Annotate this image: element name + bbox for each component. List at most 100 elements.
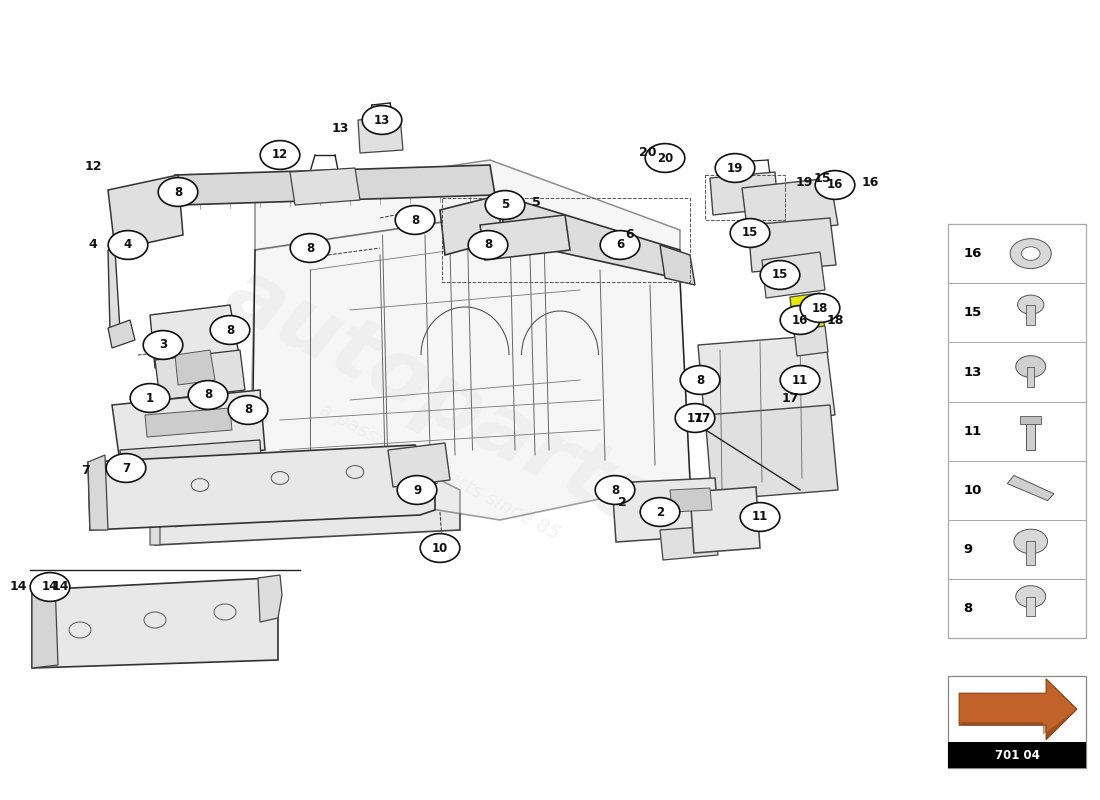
Polygon shape: [660, 526, 718, 560]
Text: 14: 14: [42, 581, 58, 594]
Polygon shape: [175, 165, 495, 205]
Circle shape: [680, 366, 719, 394]
Bar: [948, 224, 1086, 638]
Text: 16: 16: [861, 175, 879, 189]
Polygon shape: [670, 488, 712, 512]
Text: 2: 2: [617, 497, 626, 510]
Polygon shape: [32, 582, 58, 668]
Circle shape: [261, 141, 300, 170]
Circle shape: [601, 230, 640, 259]
Text: 19: 19: [795, 177, 813, 190]
Text: 16: 16: [827, 178, 844, 191]
Circle shape: [469, 230, 508, 259]
Circle shape: [362, 106, 402, 134]
Text: autoparts: autoparts: [211, 252, 669, 548]
Circle shape: [1018, 295, 1044, 314]
Text: 16: 16: [792, 314, 808, 326]
Text: 9: 9: [964, 543, 972, 556]
Polygon shape: [959, 678, 1077, 739]
Polygon shape: [480, 215, 570, 260]
Bar: [1026, 597, 1035, 616]
Polygon shape: [440, 195, 500, 255]
Text: 11: 11: [752, 510, 768, 523]
Circle shape: [108, 230, 147, 259]
Text: 5: 5: [500, 198, 509, 211]
Polygon shape: [120, 440, 262, 490]
Text: 11: 11: [964, 425, 982, 438]
Text: 8: 8: [244, 403, 252, 417]
Circle shape: [290, 234, 330, 262]
Circle shape: [1010, 238, 1052, 269]
Text: 13: 13: [374, 114, 390, 126]
Text: 8: 8: [696, 374, 704, 386]
Text: 4: 4: [124, 238, 132, 251]
Text: 17: 17: [686, 411, 703, 425]
Polygon shape: [150, 470, 460, 545]
Polygon shape: [358, 116, 403, 153]
Text: 11: 11: [792, 374, 808, 386]
Text: 4: 4: [89, 238, 98, 251]
Circle shape: [715, 154, 755, 182]
Circle shape: [1015, 586, 1046, 607]
Circle shape: [228, 395, 267, 424]
Circle shape: [1014, 530, 1047, 554]
Bar: [1026, 305, 1035, 325]
Polygon shape: [790, 293, 825, 335]
Polygon shape: [112, 390, 265, 463]
Polygon shape: [88, 445, 434, 530]
Text: 8: 8: [484, 238, 492, 251]
Text: 15: 15: [772, 269, 789, 282]
Circle shape: [158, 178, 198, 206]
Text: 15: 15: [741, 226, 758, 239]
Text: 18: 18: [826, 314, 844, 326]
Circle shape: [143, 330, 183, 359]
Polygon shape: [150, 305, 240, 368]
Text: 701 04: 701 04: [994, 749, 1040, 762]
Text: 2: 2: [656, 506, 664, 518]
Polygon shape: [660, 245, 695, 285]
Circle shape: [107, 454, 146, 482]
Polygon shape: [748, 218, 836, 272]
Polygon shape: [794, 326, 828, 356]
Polygon shape: [32, 578, 278, 668]
Bar: [1026, 542, 1035, 565]
Circle shape: [740, 502, 780, 531]
Circle shape: [730, 218, 770, 247]
Bar: [948, 676, 1086, 768]
Circle shape: [595, 475, 635, 505]
Polygon shape: [175, 350, 214, 385]
Polygon shape: [108, 175, 183, 250]
Text: 18: 18: [812, 302, 828, 314]
Circle shape: [188, 381, 228, 410]
Polygon shape: [250, 215, 690, 520]
Polygon shape: [612, 478, 720, 542]
Polygon shape: [145, 408, 232, 437]
Text: 10: 10: [432, 542, 448, 554]
Text: 8: 8: [204, 389, 212, 402]
Polygon shape: [1008, 475, 1054, 501]
Polygon shape: [108, 250, 120, 332]
Polygon shape: [959, 709, 1077, 739]
Polygon shape: [290, 168, 360, 205]
Circle shape: [1015, 356, 1046, 378]
Polygon shape: [255, 160, 680, 280]
Text: 20: 20: [657, 151, 673, 165]
Circle shape: [800, 294, 839, 322]
Polygon shape: [388, 443, 450, 487]
Circle shape: [130, 384, 169, 413]
Polygon shape: [705, 405, 838, 500]
Text: 7: 7: [81, 463, 90, 477]
Circle shape: [485, 190, 525, 219]
Circle shape: [760, 261, 800, 290]
Text: 20: 20: [639, 146, 657, 158]
Circle shape: [646, 143, 685, 172]
Polygon shape: [690, 487, 760, 553]
Text: 12: 12: [85, 161, 101, 174]
Circle shape: [1021, 247, 1041, 261]
Text: 6: 6: [616, 238, 624, 251]
Text: 12: 12: [272, 149, 288, 162]
Text: 8: 8: [226, 323, 234, 337]
Circle shape: [780, 366, 820, 394]
Text: 8: 8: [411, 214, 419, 226]
Text: 19: 19: [727, 162, 744, 174]
